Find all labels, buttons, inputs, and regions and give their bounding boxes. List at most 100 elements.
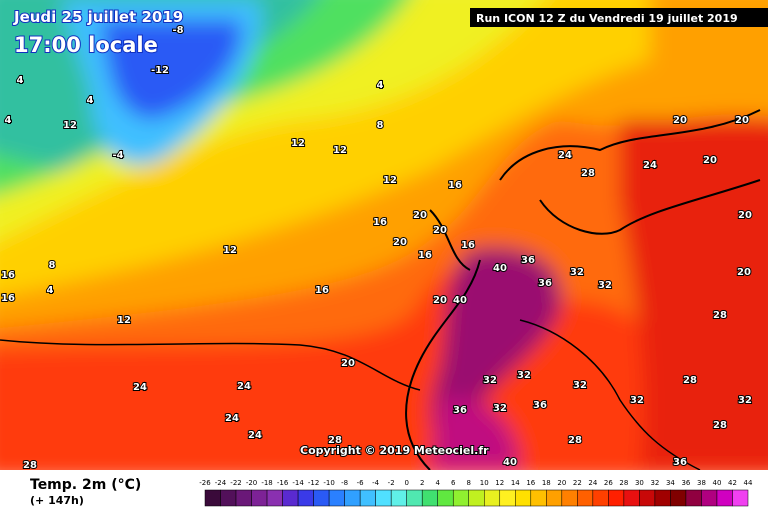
temp-label: 20 [433, 295, 447, 306]
scale-swatch [515, 489, 532, 507]
temp-label: 4 [5, 115, 12, 126]
scale-tick-label: 16 [526, 479, 535, 487]
scale-tick-label: -18 [261, 479, 272, 487]
temp-label: 24 [558, 150, 572, 161]
temp-label: 8 [377, 120, 384, 131]
temp-label: 12 [333, 145, 347, 156]
temp-label: 32 [493, 403, 507, 414]
temp-label: 20 [737, 267, 751, 278]
temp-label: -8 [172, 25, 183, 36]
temp-label: 20 [393, 237, 407, 248]
legend-title: Temp. 2m (°C) [30, 477, 141, 493]
temp-label: 16 [315, 285, 329, 296]
temp-label: 20 [735, 115, 749, 126]
scale-tick-label: 18 [542, 479, 551, 487]
temp-label: 40 [453, 295, 467, 306]
temp-label: 24 [237, 381, 251, 392]
scale-tick-label: -10 [323, 479, 334, 487]
scale-tick-label: 10 [480, 479, 489, 487]
scale-swatch [577, 489, 594, 507]
scale-tick-label: 44 [744, 479, 753, 487]
temp-label: 12 [291, 138, 305, 149]
temp-label: 20 [413, 210, 427, 221]
temp-label: 36 [453, 405, 467, 416]
scale-swatch [390, 489, 407, 507]
temp-label: 4 [17, 75, 24, 86]
scale-swatch [484, 489, 501, 507]
temp-label: 16 [418, 250, 432, 261]
scale-swatch [654, 489, 671, 507]
scale-swatch [716, 489, 733, 507]
temp-label: 12 [223, 245, 237, 256]
temp-label: 4 [377, 80, 384, 91]
scale-tick-label: 42 [728, 479, 737, 487]
scale-tick-label: 32 [650, 479, 659, 487]
scale-tick-label: -12 [308, 479, 319, 487]
temp-label: 32 [570, 267, 584, 278]
scale-swatch [670, 489, 687, 507]
temp-label: 20 [433, 225, 447, 236]
temp-label: 4 [47, 285, 54, 296]
temp-label: 32 [483, 375, 497, 386]
scale-swatch [437, 489, 454, 507]
temp-label: -12 [151, 65, 169, 76]
scale-swatch [375, 489, 392, 507]
scale-swatch [344, 489, 361, 507]
color-scale: -26 -24 -22 -20 -18 -16 -14 -12 -10 -8 -6 -4 -2 0 2 4 6 8… [199, 479, 753, 507]
temp-label: 12 [117, 315, 131, 326]
temp-label: 16 [1, 293, 15, 304]
scale-swatch [623, 489, 640, 507]
scale-tick-label: 38 [697, 479, 706, 487]
scale-tick-label: 30 [635, 479, 644, 487]
run-box [470, 8, 768, 27]
temp-label: 16 [373, 217, 387, 228]
scale-swatch [328, 489, 345, 507]
scale-swatch [266, 489, 283, 507]
temp-label: 8 [49, 260, 56, 271]
temp-label: 24 [133, 382, 147, 393]
temp-label: 12 [383, 175, 397, 186]
scale-tick-label: 26 [604, 479, 613, 487]
scale-swatch [468, 489, 485, 507]
scale-swatch [592, 489, 609, 507]
scale-swatch [282, 489, 299, 507]
scale-tick-label: -6 [357, 479, 365, 487]
scale-tick-label: -16 [277, 479, 289, 487]
temp-label: 36 [673, 457, 687, 468]
temp-label: 4 [87, 95, 94, 106]
temp-label: 20 [341, 358, 355, 369]
temp-label: 32 [517, 370, 531, 381]
temperature-field [0, 0, 768, 480]
scale-swatch [421, 489, 438, 507]
temp-label: 16 [1, 270, 15, 281]
temp-label: 28 [683, 375, 697, 386]
temp-label: 20 [673, 115, 687, 126]
scale-swatch [204, 489, 221, 507]
temp-label: 24 [225, 413, 239, 424]
scale-swatch [251, 489, 268, 507]
scale-swatch [639, 489, 656, 507]
scale-tick-label: 40 [713, 479, 722, 487]
temp-label: 24 [643, 160, 657, 171]
temp-label: 20 [703, 155, 717, 166]
scale-tick-label: 22 [573, 479, 582, 487]
scale-swatch [406, 489, 423, 507]
scale-tick-label: 2 [420, 479, 424, 487]
scale-tick-label: 20 [557, 479, 566, 487]
scale-swatch [546, 489, 563, 507]
scale-tick-label: 4 [435, 479, 440, 487]
temp-label: 28 [581, 168, 595, 179]
scale-tick-label: 28 [619, 479, 628, 487]
temp-label: 32 [630, 395, 644, 406]
temperature-labels: -8 -12 -4 4 12 4 4 4 8 12 12 16 12 12 16 20 20 20 16 16 40 36… [0, 24, 753, 472]
temp-label: 40 [493, 263, 507, 274]
scale-swatch [235, 489, 252, 507]
scale-swatch [732, 489, 749, 507]
scale-tick-label: 24 [588, 479, 597, 487]
temp-label: 28 [713, 420, 727, 431]
scale-tick-label: -4 [372, 479, 380, 487]
forecast-time: 17:00 locale [14, 33, 158, 57]
temp-label: 28 [23, 460, 37, 471]
